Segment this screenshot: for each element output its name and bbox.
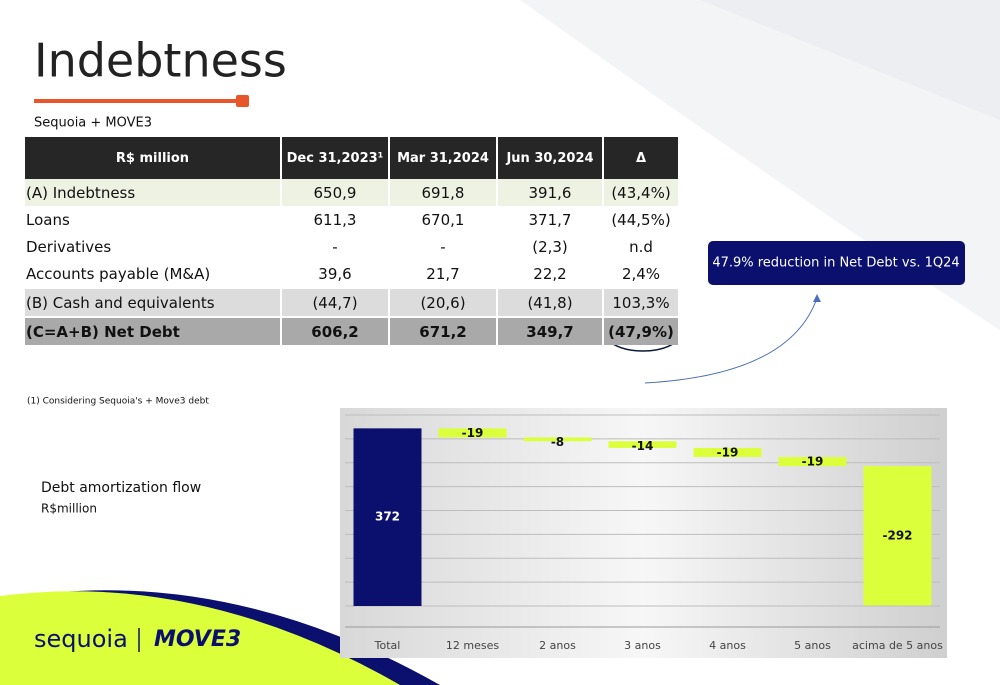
bar — [438, 428, 507, 438]
x-tick-label: 3 anos — [624, 639, 661, 652]
table-row: (A) Indebtness 650,9 691,8 391,6 (43,4%) — [25, 179, 680, 206]
table-cell: 391,6 — [497, 179, 604, 206]
x-tick-label: 2 anos — [539, 639, 576, 652]
table-cell: 349,7 — [497, 317, 604, 345]
table-row: Accounts payable (M&A) 39,6 21,7 22,2 2,4% — [25, 260, 680, 288]
x-tick-label: acima de 5 anos — [852, 639, 943, 652]
table-cell: 371,7 — [497, 206, 604, 233]
table-cell: 606,2 — [281, 317, 390, 345]
table-cell: (C=A+B) Net Debt — [25, 317, 282, 345]
table-row: (C=A+B) Net Debt 606,2 671,2 349,7 (47,9%) — [25, 317, 680, 345]
table-cell: Derivatives — [25, 233, 282, 260]
table-cell: (A) Indebtness — [25, 179, 282, 206]
chart-panel — [340, 408, 947, 658]
data-label: -8 — [551, 435, 564, 449]
table-cell: - — [389, 233, 498, 260]
table-cell: 611,3 — [281, 206, 390, 233]
debt-table: R$ million Dec 31,2023¹ Mar 31,2024 Jun 30,… — [25, 137, 680, 345]
table-cell: (43,4%) — [603, 179, 680, 206]
callout-arrow — [644, 297, 818, 384]
table-cell: 39,6 — [281, 260, 390, 288]
subtitle: Sequoia + MOVE3 — [34, 116, 152, 131]
table-cell: (44,7) — [281, 288, 390, 317]
table-cell: Accounts payable (M&A) — [25, 260, 282, 288]
x-tick-label: 5 anos — [794, 639, 831, 652]
chart-unit: R$million — [41, 502, 97, 516]
bar — [693, 447, 762, 458]
x-tick-label: 4 anos — [709, 639, 746, 652]
table-row: (B) Cash and equivalents (44,7) (20,6) (41,… — [25, 288, 680, 317]
table-cell: (44,5%) — [603, 206, 680, 233]
data-label: -19 — [802, 455, 824, 469]
bar — [608, 441, 677, 448]
logo-move3: MOVE3 — [154, 627, 241, 652]
logo-sequoia: sequoia — [34, 625, 128, 653]
table-cell: (41,8) — [497, 288, 604, 317]
footer-shape — [0, 591, 400, 685]
bar — [353, 428, 422, 606]
table-cell: Loans — [25, 206, 282, 233]
table-row: Loans 611,3 670,1 371,7 (44,5%) — [25, 206, 680, 233]
arrow-head — [813, 294, 821, 302]
data-label: -292 — [882, 528, 912, 542]
footnote: (1) Considering Sequoia's + Move3 debt — [27, 397, 209, 407]
table-cell: (2,3) — [497, 233, 604, 260]
title-rule-end — [236, 95, 249, 107]
chart-caption: Debt amortization flow — [41, 480, 201, 496]
table-cell: (47,9%) — [603, 317, 680, 345]
data-label: -19 — [717, 445, 739, 459]
table-cell: 671,2 — [389, 317, 498, 345]
data-label: -19 — [462, 426, 484, 440]
data-label: 372 — [375, 510, 400, 524]
x-tick-label: 12 meses — [446, 639, 499, 652]
table-cell: n.d — [603, 233, 680, 260]
table-cell: 22,2 — [497, 260, 604, 288]
x-tick-label: Total — [374, 639, 401, 652]
column-header: Jun 30,2024 — [497, 137, 604, 179]
table-cell: 21,7 — [389, 260, 498, 288]
table-cell: 691,8 — [389, 179, 498, 206]
column-header: Mar 31,2024 — [389, 137, 498, 179]
column-header: Dec 31,2023¹ — [281, 137, 390, 179]
table-cell: 103,3% — [603, 288, 680, 317]
table-cell: - — [281, 233, 390, 260]
table-cell: 670,1 — [389, 206, 498, 233]
column-header: Δ — [603, 137, 680, 179]
callout-text: 47.9% reduction in Net Debt vs. 1Q24 — [712, 256, 959, 271]
bar — [778, 457, 847, 467]
data-label: -14 — [632, 439, 654, 453]
table-cell: (20,6) — [389, 288, 498, 317]
bg-shape — [700, 0, 1000, 120]
table-cell: (B) Cash and equivalents — [25, 288, 282, 317]
table-cell: 2,4% — [603, 260, 680, 288]
callout-box — [708, 241, 965, 285]
table-row: Derivatives - - (2,3) n.d — [25, 233, 680, 260]
title: Indebtness — [34, 34, 287, 88]
bar — [523, 437, 592, 442]
table-cell: 650,9 — [281, 179, 390, 206]
column-header: R$ million — [25, 137, 282, 179]
bar — [863, 466, 932, 606]
header-row: R$ million Dec 31,2023¹ Mar 31,2024 Jun 30,… — [25, 137, 680, 179]
